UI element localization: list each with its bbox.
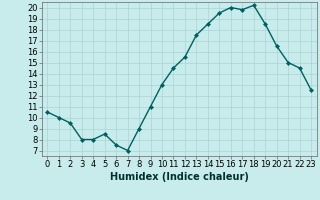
X-axis label: Humidex (Indice chaleur): Humidex (Indice chaleur)	[110, 172, 249, 182]
